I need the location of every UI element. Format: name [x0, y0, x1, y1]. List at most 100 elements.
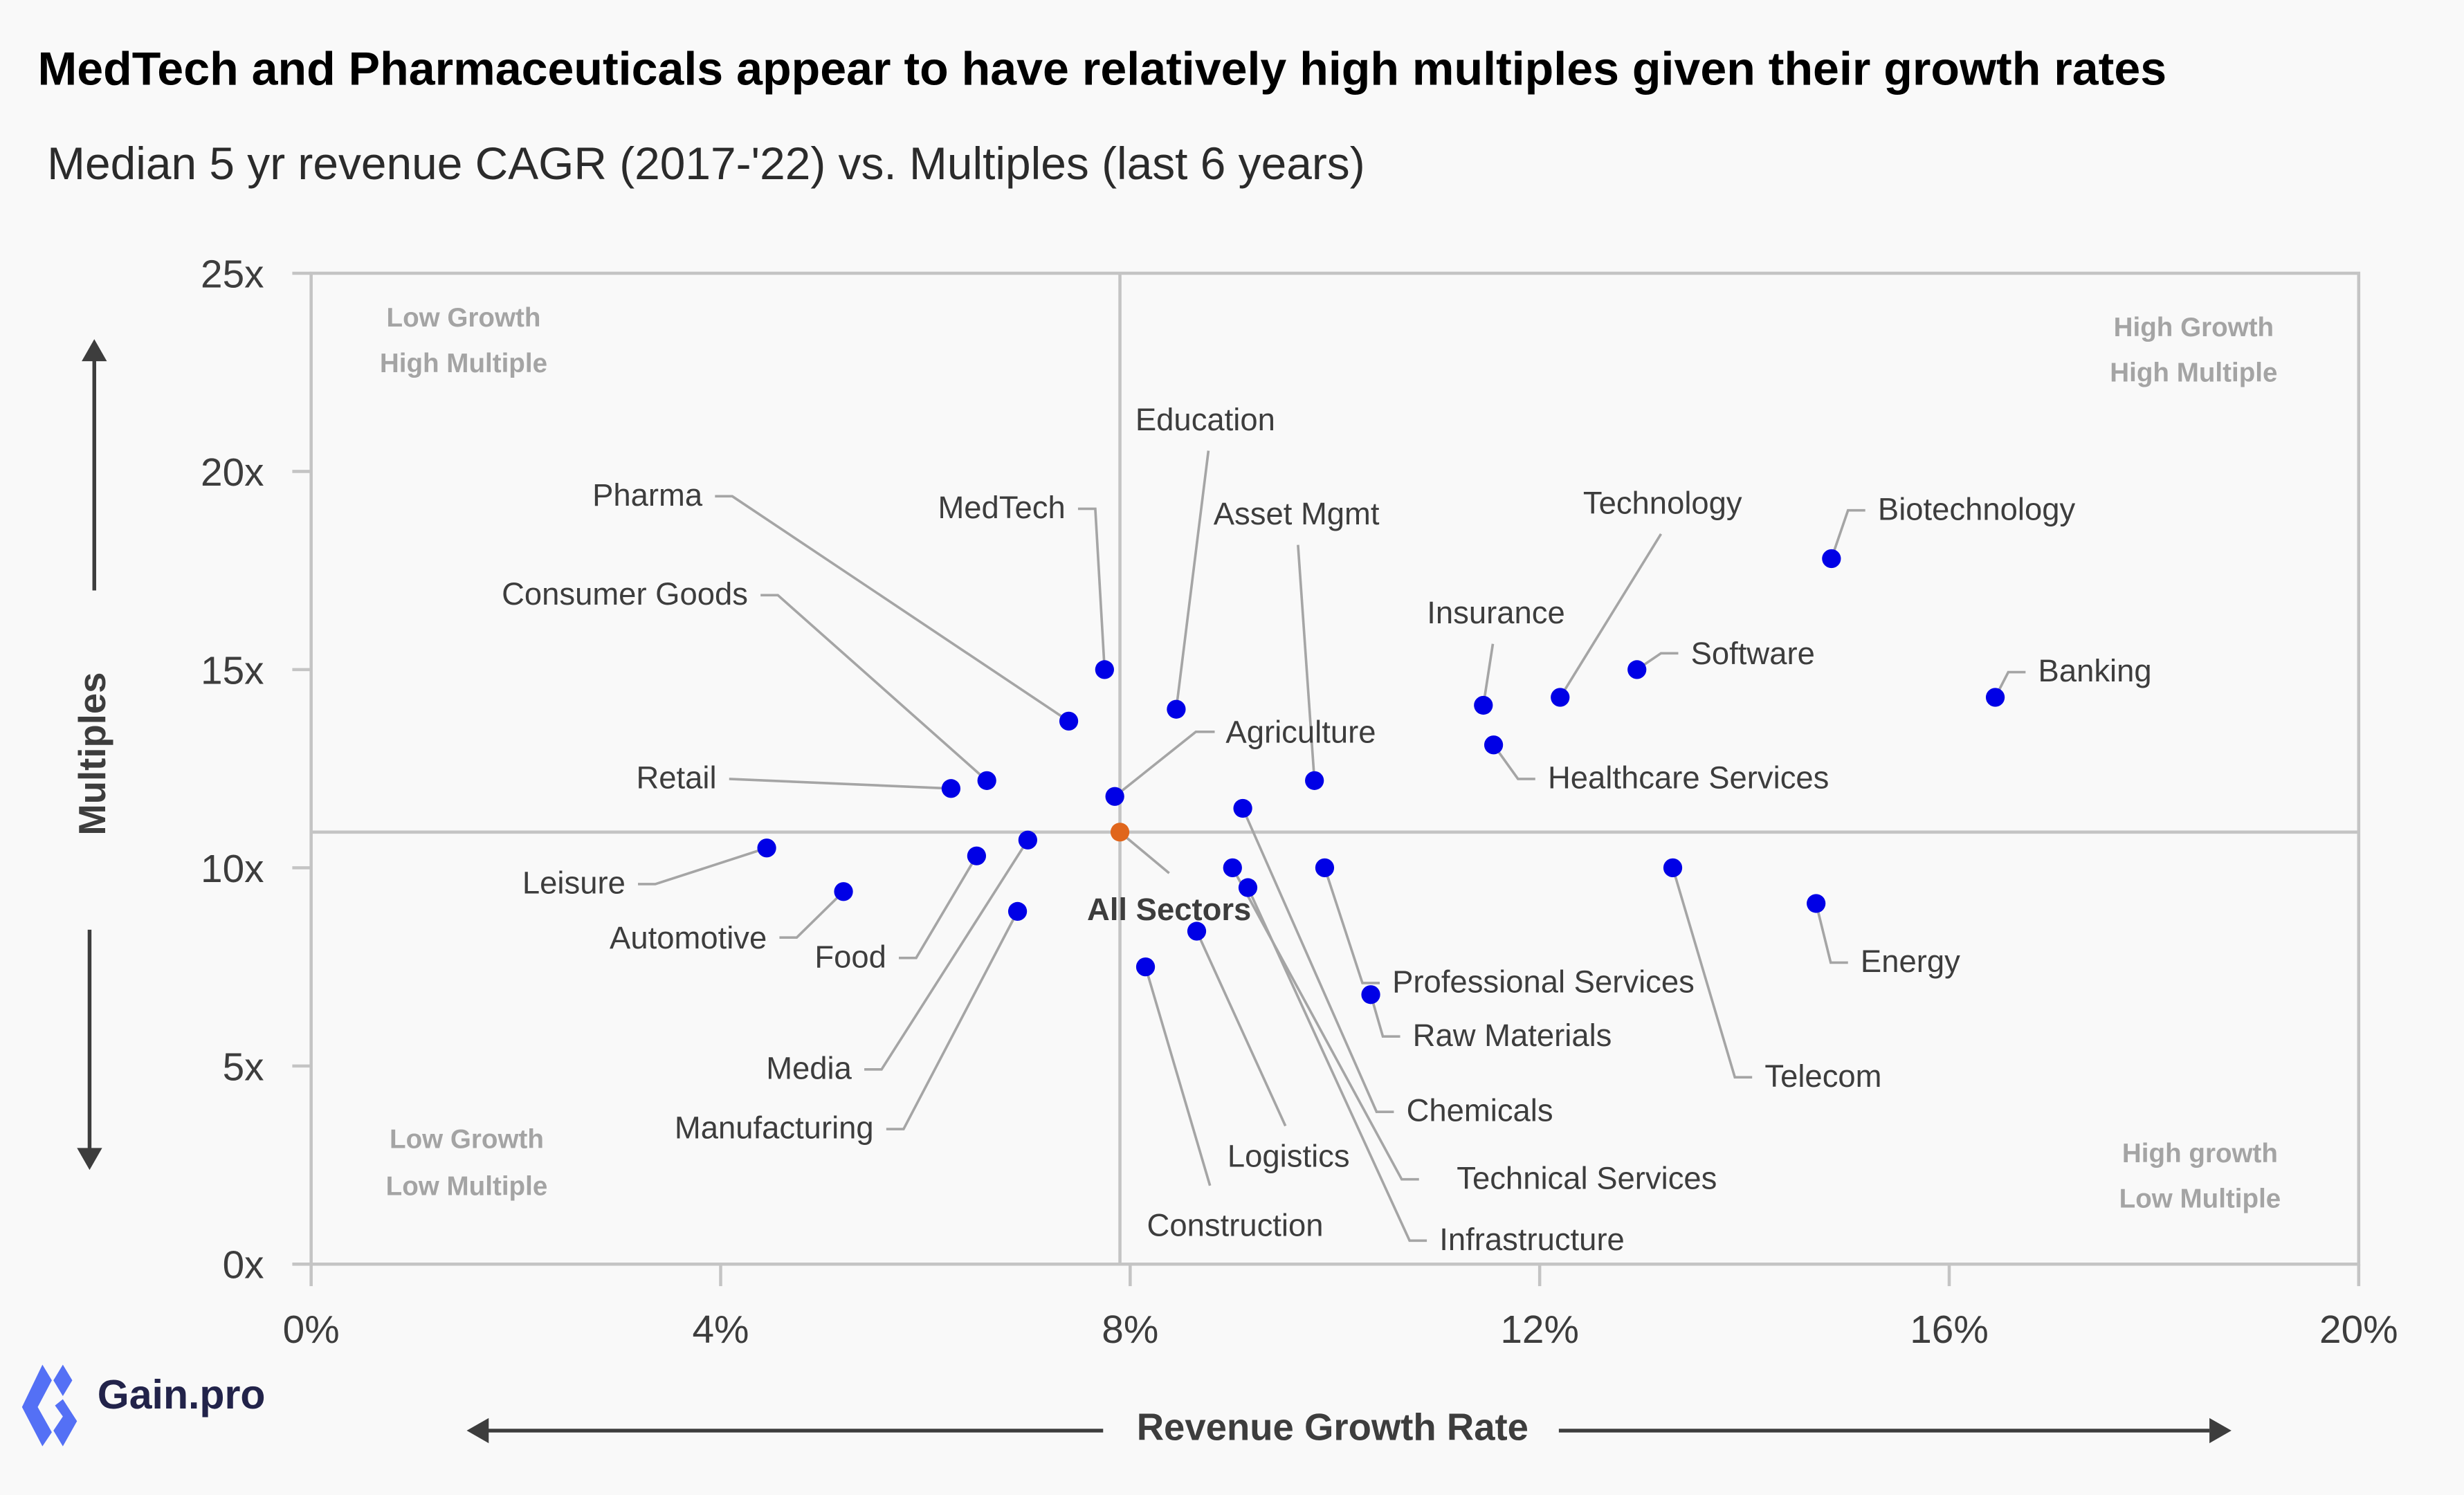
data-point-technology[interactable] [1551, 688, 1570, 707]
quadrant-bottom-right-line2: Low Multiple [2119, 1184, 2281, 1214]
plot-frame [309, 271, 2361, 1266]
data-label-asset-mgmt: Asset Mgmt [1214, 496, 1380, 531]
data-label-biotechnology: Biotechnology [1878, 491, 2076, 526]
reference-point-all-sectors[interactable] [1110, 823, 1130, 842]
plot-area [309, 271, 2361, 1266]
leader-lines [638, 450, 2026, 1242]
chart-subtitle: Median 5 yr revenue CAGR (2017-'22) vs. … [47, 138, 1365, 189]
leader-line-technical-services [1231, 867, 1419, 1181]
data-label-raw-materials: Raw Materials [1413, 1018, 1612, 1053]
data-point-telecom[interactable] [1663, 858, 1683, 877]
data-point-media[interactable] [1018, 830, 1038, 850]
data-label-energy: Energy [1861, 944, 1960, 979]
quadrant-bottom-left-line1: Low Growth [390, 1124, 544, 1154]
leader-line-retail [729, 778, 951, 790]
y-tick-label: 0x [223, 1244, 264, 1287]
brand-logo: Gain.pro [21, 1364, 266, 1447]
data-point-agriculture[interactable] [1105, 787, 1124, 806]
leader-line-telecom [1671, 867, 1753, 1079]
data-label-infrastructure: Infrastructure [1439, 1222, 1625, 1257]
x-tick-label: 0% [283, 1308, 340, 1352]
data-label-pharma: Pharma [592, 477, 703, 513]
data-point-infrastructure[interactable] [1238, 878, 1258, 897]
y-axis: 0x 5x 10x 15x 20x 25x [201, 253, 311, 1287]
y-axis-title-group: Multiples [71, 339, 113, 1171]
data-point-software[interactable] [1627, 660, 1647, 679]
data-point-pharma[interactable] [1059, 711, 1079, 731]
data-point-banking[interactable] [1985, 688, 2005, 707]
data-point-food[interactable] [967, 846, 987, 865]
data-point-manufacturing[interactable] [1007, 901, 1028, 921]
leader-line-all-sectors [1119, 831, 1170, 874]
arrow-left-icon [466, 1418, 489, 1444]
brand-name: Gain.pro [98, 1372, 266, 1418]
x-tick-label: 8% [1102, 1308, 1158, 1352]
leader-line-software [1636, 652, 1679, 671]
x-axis: 0% 4% 8% 12% 16% 20% [283, 1264, 2398, 1352]
data-point-insurance[interactable] [1474, 695, 1493, 715]
data-label-banking: Banking [2038, 653, 2152, 688]
data-point-professional-services[interactable] [1315, 858, 1335, 877]
x-axis-title-group: Revenue Growth Rate [466, 1406, 2232, 1449]
data-point-medtech[interactable] [1095, 660, 1114, 679]
data-point-automotive[interactable] [834, 882, 853, 901]
data-point-healthcare-services[interactable] [1484, 735, 1504, 755]
x-tick-label: 20% [2319, 1308, 2398, 1352]
data-label-chemicals: Chemicals [1407, 1093, 1553, 1128]
quadrant-bottom-right-line1: High growth [2122, 1139, 2278, 1168]
gain-pro-logo-icon [21, 1364, 77, 1447]
data-point-technical-services[interactable] [1223, 858, 1242, 877]
data-point-retail[interactable] [941, 779, 961, 798]
data-point-chemicals[interactable] [1233, 798, 1252, 818]
leader-line-energy [1814, 903, 1848, 964]
data-point-leisure[interactable] [757, 838, 776, 858]
leader-line-automotive [779, 890, 845, 939]
leader-line-medtech [1077, 507, 1106, 670]
data-point-energy[interactable] [1807, 894, 1826, 913]
leader-line-consumer-goods [760, 594, 988, 782]
leader-line-chemicals [1241, 807, 1394, 1113]
data-label-insurance: Insurance [1427, 595, 1564, 630]
data-label-telecom: Telecom [1764, 1058, 1881, 1094]
data-label-media: Media [766, 1050, 852, 1085]
chart-title: MedTech and Pharmaceuticals appear to ha… [38, 43, 2167, 95]
data-point-construction[interactable] [1135, 957, 1156, 977]
arrow-right-icon [2209, 1418, 2232, 1444]
x-axis-title: Revenue Growth Rate [1137, 1406, 1528, 1449]
y-axis-title: Multiples [71, 672, 113, 836]
leader-line-food [899, 855, 978, 960]
y-tick-label: 20x [201, 451, 264, 495]
data-label-manufacturing: Manufacturing [675, 1110, 874, 1146]
data-label-construction: Construction [1147, 1207, 1324, 1242]
data-point-raw-materials[interactable] [1361, 985, 1380, 1005]
quadrant-top-right-line1: High Growth [2114, 313, 2274, 342]
data-labels: MedTech Pharma Education Asset Mgmt Agricult… [502, 402, 2152, 1257]
quadrant-top-left-line1: Low Growth [386, 303, 540, 333]
data-point-biotechnology[interactable] [1822, 549, 1841, 569]
data-label-retail: Retail [636, 760, 716, 796]
data-point-consumer-goods[interactable] [977, 771, 996, 790]
leader-line-infrastructure [1246, 887, 1427, 1242]
leader-line-technology [1559, 533, 1663, 698]
leader-line-logistics [1195, 930, 1287, 1127]
data-label-leisure: Leisure [522, 865, 626, 901]
data-label-software: Software [1691, 636, 1815, 671]
data-label-technology: Technology [1583, 485, 1742, 520]
data-label-agriculture: Agriculture [1225, 715, 1376, 750]
leader-line-biotechnology [1830, 508, 1865, 560]
y-tick-label: 15x [201, 649, 264, 693]
leader-line-pharma [715, 495, 1070, 722]
data-label-technical-services: Technical Services [1457, 1160, 1717, 1195]
data-point-logistics[interactable] [1187, 921, 1207, 941]
leader-line-asset-mgmt [1297, 544, 1316, 781]
data-point-asset-mgmt[interactable] [1305, 771, 1324, 790]
arrow-down-icon [77, 1148, 102, 1171]
leader-line-leisure [638, 847, 767, 886]
data-label-logistics: Logistics [1228, 1139, 1350, 1174]
quadrant-labels: Low Growth High Multiple High Growth Hig… [380, 303, 2281, 1213]
leader-line-manufacturing [886, 910, 1019, 1130]
data-point-education[interactable] [1167, 699, 1186, 719]
quadrant-bottom-left-line2: Low Multiple [386, 1171, 548, 1201]
arrow-up-icon [82, 339, 107, 362]
leader-line-healthcare-services [1493, 744, 1535, 780]
